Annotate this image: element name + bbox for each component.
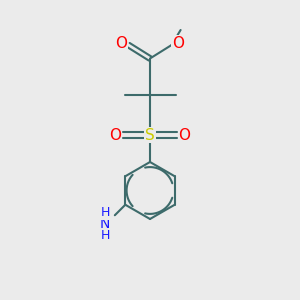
Text: H: H: [100, 206, 110, 219]
Text: O: O: [110, 128, 122, 142]
Text: O: O: [178, 128, 190, 142]
Text: N: N: [100, 217, 110, 231]
Text: H: H: [100, 229, 110, 242]
Text: O: O: [172, 36, 184, 51]
Text: O: O: [115, 36, 127, 51]
Text: S: S: [145, 128, 155, 142]
